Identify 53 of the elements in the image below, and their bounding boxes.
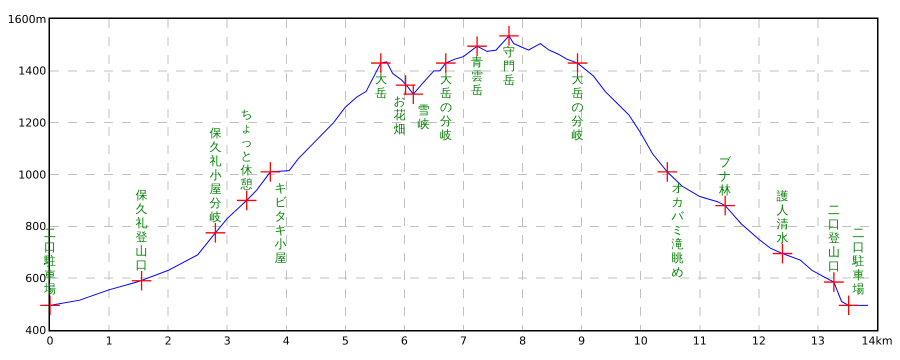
x-tick-label: 11 xyxy=(692,334,707,348)
annotation: 大岳の分岐 xyxy=(439,72,452,142)
point xyxy=(838,294,860,316)
x-tick-label: 13 xyxy=(810,334,825,348)
y-tick-label: 400 xyxy=(25,324,46,337)
point xyxy=(131,270,152,292)
point xyxy=(823,272,844,292)
point xyxy=(466,36,488,57)
x-tick-label: 5 xyxy=(342,334,349,348)
annotation: 大岳の分岐 xyxy=(571,72,584,142)
annotation: 大岳 xyxy=(374,72,388,100)
annotation: 保久礼登山口 xyxy=(135,188,148,272)
y-tick-label: 800 xyxy=(25,220,46,234)
x-tick-label: 9 xyxy=(578,334,586,348)
point xyxy=(498,25,520,46)
x-tick-label: 0 xyxy=(46,334,54,348)
point xyxy=(772,243,793,264)
point xyxy=(204,222,226,244)
x-tick-label: 3 xyxy=(224,334,231,348)
x-tick-label: 4 xyxy=(282,334,290,348)
annotation: キビタキ小屋 xyxy=(274,180,287,265)
annotation: ブナ林 xyxy=(718,154,732,197)
point xyxy=(370,52,392,74)
x-tick-label: 12 xyxy=(752,334,766,348)
annotation: 雪峡 xyxy=(416,103,430,132)
y-tick-label: 1200 xyxy=(18,116,46,130)
annotation: 護人清水 xyxy=(776,188,789,245)
annotation: 守門岳 xyxy=(502,44,516,87)
point xyxy=(236,190,258,211)
x-tick-label: 7 xyxy=(460,334,467,348)
y-tick-label: 1000 xyxy=(18,168,46,182)
point xyxy=(40,294,60,316)
x-tick-label: 2 xyxy=(164,334,172,348)
x-tick-label: 14km xyxy=(861,334,893,348)
x-tick-label: 10 xyxy=(634,334,648,348)
point xyxy=(714,195,736,216)
annotation: オカバミ滝眺め xyxy=(670,180,684,279)
y-tick-label: 600 xyxy=(25,272,46,286)
y-tick-label: 1400 xyxy=(18,64,46,78)
x-tick-label: 8 xyxy=(519,334,526,348)
annotation: 保久礼小屋分岐 xyxy=(208,126,222,224)
annotation: ちょっと休憩 xyxy=(240,107,254,192)
point xyxy=(260,161,281,182)
y-tick-label: 1600m xyxy=(8,12,46,26)
point xyxy=(435,52,456,74)
x-tick-label: 1 xyxy=(106,334,113,348)
annotation: お花畑 xyxy=(393,94,406,136)
x-tick-label: 6 xyxy=(400,334,408,348)
point xyxy=(567,52,588,74)
point xyxy=(656,161,678,182)
annotation: 二口駐車場 xyxy=(852,226,866,296)
annotation: 二口登山口 xyxy=(827,203,840,274)
annotation: 青雲岳 xyxy=(470,55,484,98)
